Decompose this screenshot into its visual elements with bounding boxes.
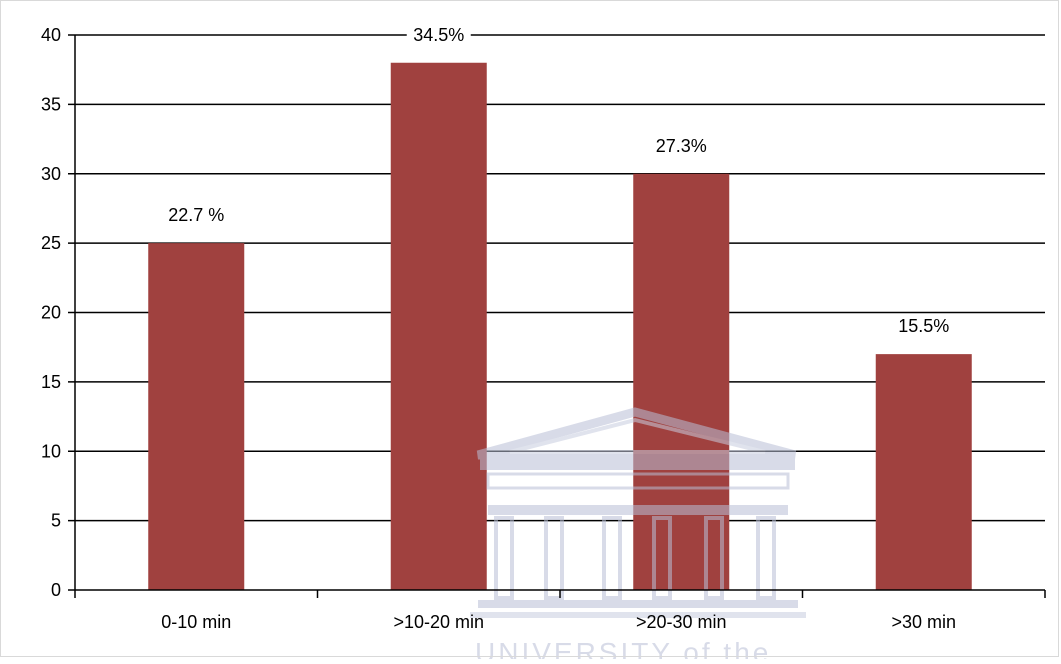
watermark-architrave [488,505,788,515]
watermark-pediment-icon [476,407,797,460]
data-label: 34.5% [413,25,464,45]
data-label-bg [649,133,714,158]
watermark-entablature [480,458,795,470]
y-tick-label: 25 [41,233,61,253]
y-tick-label: 0 [51,580,61,600]
data-label-bg [159,203,234,228]
watermark-steps [478,600,798,608]
data-label-bg [891,314,956,339]
y-tick-label: 30 [41,164,61,184]
x-tick-label: >30 min [891,612,956,632]
watermark-base [470,612,806,618]
data-labels: 22.7 % 34.5% 27.3% 15.5% [159,22,956,339]
watermark-columns [494,516,776,600]
y-tick-label: 10 [41,441,61,461]
y-tick-label: 35 [41,94,61,114]
bars [148,62,972,590]
axes: 0 5 10 15 20 25 30 35 40 0-10 min >10-20 min >20-30… [41,25,1046,632]
y-tick-label: 15 [41,372,61,392]
watermark-pediment-inner [509,417,766,454]
x-tick-label: >20-30 min [636,612,727,632]
data-label: 27.3% [656,136,707,156]
y-tick-label: 5 [51,511,61,531]
data-label-bg [406,22,471,47]
data-label: 15.5% [898,316,949,336]
watermark-frieze [486,472,790,490]
y-tick-label: 40 [41,25,61,45]
bar [390,62,487,590]
y-tick-label: 20 [41,303,61,323]
data-label: 22.7 % [168,205,224,225]
x-tick-label: >10-20 min [393,612,484,632]
bar [148,243,245,590]
x-tick-label: 0-10 min [161,612,231,632]
bar [633,173,730,590]
bar [875,354,972,590]
